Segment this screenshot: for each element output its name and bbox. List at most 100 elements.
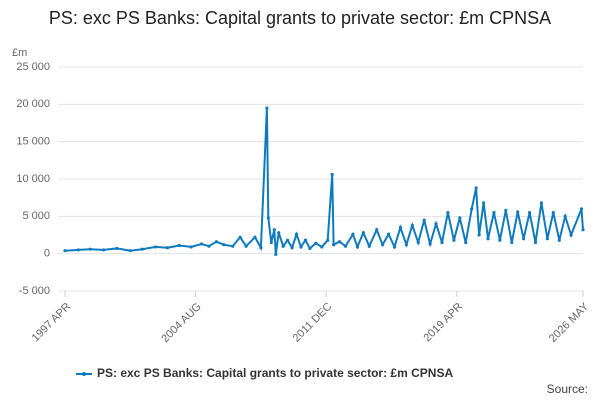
data-point <box>274 252 278 257</box>
data-point <box>481 201 486 205</box>
data-point <box>581 228 585 232</box>
data-point <box>343 244 348 248</box>
y-tick-label: -5 000 <box>19 285 50 297</box>
data-point <box>115 246 119 251</box>
data-point <box>434 222 438 226</box>
y-tick-label: 5 000 <box>22 210 50 222</box>
data-point <box>386 232 391 236</box>
data-point <box>464 240 468 245</box>
data-point <box>470 207 474 211</box>
data-point <box>290 246 294 250</box>
series-line <box>64 108 584 255</box>
data-point <box>452 238 456 242</box>
data-point <box>330 172 334 177</box>
data-point <box>446 211 450 215</box>
data-point <box>361 231 365 235</box>
data-point <box>477 233 481 237</box>
data-point <box>392 245 397 249</box>
data-point <box>510 240 514 245</box>
y-tick-label: 10 000 <box>16 173 50 185</box>
data-point <box>88 247 92 251</box>
data-point <box>422 218 426 222</box>
data-point <box>286 238 290 242</box>
y-tick-label: 20 000 <box>16 98 50 110</box>
data-point <box>101 248 106 252</box>
data-point <box>140 247 144 251</box>
data-point <box>381 243 385 247</box>
source: Source: <box>547 382 588 396</box>
data-point <box>63 249 67 253</box>
data-point <box>207 244 211 248</box>
data-point <box>563 214 567 218</box>
data-point <box>527 211 532 215</box>
data-point <box>474 186 478 190</box>
x-tick-label: 2019 APR <box>421 301 465 345</box>
data-point <box>266 216 270 220</box>
data-point <box>351 232 355 236</box>
y-unit: £m <box>12 47 27 59</box>
data-point <box>303 238 308 242</box>
x-tick-label: 2026 MAY <box>547 300 592 345</box>
data-point <box>522 237 526 241</box>
data-point <box>498 238 502 242</box>
data-point <box>410 223 414 227</box>
x-tick-label: 2004 AUG <box>159 301 203 345</box>
data-point <box>259 246 263 250</box>
data-point <box>440 240 444 245</box>
data-point <box>314 241 318 245</box>
data-point <box>492 211 496 215</box>
data-point <box>375 228 379 232</box>
data-point <box>326 238 330 242</box>
data-point <box>222 243 226 247</box>
data-point <box>244 244 248 248</box>
data-point <box>516 210 520 214</box>
data-point <box>398 225 403 230</box>
data-point <box>579 207 584 211</box>
data-point <box>404 243 408 247</box>
data-point <box>332 243 336 247</box>
data-point <box>269 240 273 245</box>
data-point <box>272 228 276 232</box>
x-tick-label: 2011 DEC <box>291 301 335 345</box>
data-point <box>458 216 462 220</box>
data-point <box>153 245 158 249</box>
chart-title: PS: exc PS Banks: Capital grants to priv… <box>48 8 552 28</box>
data-point <box>308 246 312 251</box>
data-point <box>214 240 218 244</box>
data-point <box>299 245 303 249</box>
y-tick-label: 15 000 <box>16 136 50 148</box>
data-point <box>504 208 508 212</box>
data-point <box>238 235 242 239</box>
data-point <box>281 244 285 248</box>
legend-label: PS: exc PS Banks: Capital grants to priv… <box>97 366 453 380</box>
data-point <box>294 232 299 236</box>
data-point <box>533 240 538 245</box>
data-point <box>199 242 204 246</box>
x-tick-label: 1997 APR <box>30 301 74 345</box>
data-point <box>428 242 432 246</box>
data-point <box>355 245 359 249</box>
data-point <box>76 248 80 252</box>
data-point <box>539 201 544 205</box>
data-point <box>551 211 555 215</box>
data-point <box>367 244 371 248</box>
data-point <box>545 237 549 241</box>
data-point <box>486 237 490 241</box>
data-point <box>165 246 170 250</box>
data-point <box>128 249 132 253</box>
data-point <box>416 240 420 245</box>
data-point <box>265 106 269 110</box>
legend-marker <box>82 372 86 376</box>
y-tick-label: 25 000 <box>16 61 50 73</box>
data-point <box>320 245 324 249</box>
data-point <box>189 245 193 249</box>
data-point <box>177 243 181 248</box>
data-point <box>557 238 561 242</box>
data-point <box>253 235 257 239</box>
data-point <box>337 240 342 244</box>
data-point <box>231 244 235 248</box>
data-point <box>569 233 573 237</box>
data-point <box>277 231 281 235</box>
y-tick-label: 0 <box>44 248 50 260</box>
